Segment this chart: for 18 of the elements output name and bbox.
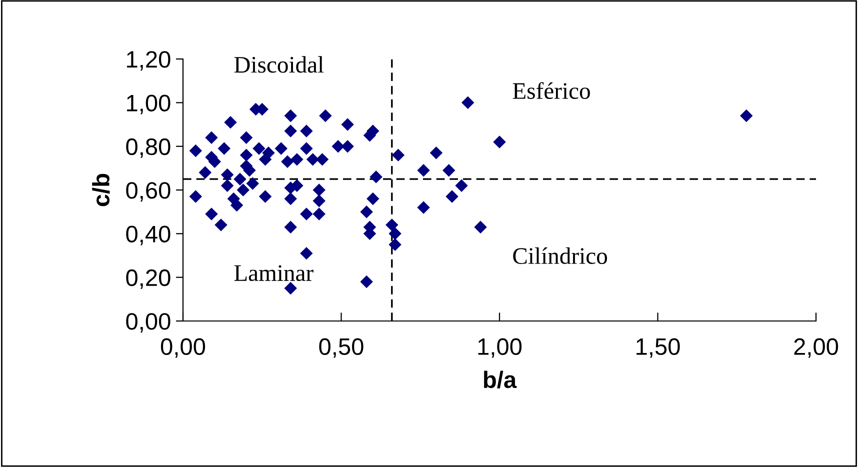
annotation: Discoidal	[234, 56, 324, 73]
y-tick-label: 0,00	[126, 313, 170, 333]
x-tick-label: 0,50	[319, 338, 364, 358]
x-tick-label: 2,00	[794, 338, 838, 358]
y-tick-label: 0,40	[126, 226, 170, 246]
x-tick-label: 1,50	[636, 338, 680, 358]
x-axis-title: b/a	[484, 370, 517, 388]
y-tick-label: 0,60	[126, 182, 170, 202]
y-tick-label: 1,20	[127, 51, 170, 71]
annotation: Laminar	[234, 265, 314, 282]
annotation: Esférico	[512, 82, 590, 99]
x-tick-label: 0,00	[160, 338, 206, 358]
y-tick-label: 0,20	[126, 269, 170, 289]
y-tick-label: 1,00	[127, 94, 170, 114]
annotation: Cilíndrico	[513, 247, 608, 264]
x-tick-label: 1,00	[478, 338, 522, 358]
y-axis-title: c/b	[92, 174, 110, 206]
y-tick-label: 0,80	[126, 138, 170, 158]
